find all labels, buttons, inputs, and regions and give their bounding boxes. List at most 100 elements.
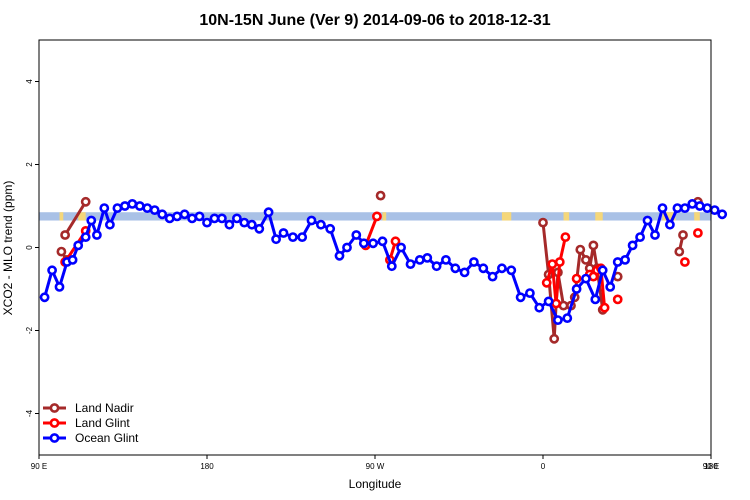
data-point bbox=[105, 219, 115, 230]
data-point bbox=[164, 213, 175, 224]
data-point bbox=[554, 257, 565, 267]
x-tick-label: 90 E bbox=[703, 462, 719, 471]
y-axis: -4 -2 0 2 4 bbox=[25, 79, 39, 417]
data-point bbox=[597, 265, 608, 276]
series-layer bbox=[39, 190, 728, 344]
data-point bbox=[54, 281, 65, 292]
data-point bbox=[709, 205, 720, 215]
x-tick-label: 180 bbox=[200, 462, 214, 471]
data-point bbox=[142, 203, 153, 213]
legend-item-land-nadir: Land Nadir bbox=[43, 401, 134, 415]
data-point bbox=[202, 217, 212, 228]
y-axis-label: XCO2 - MLO trend (ppm) bbox=[1, 181, 15, 316]
data-point bbox=[635, 232, 645, 242]
data-point bbox=[390, 236, 401, 247]
data-point bbox=[543, 296, 554, 307]
data-point bbox=[605, 281, 616, 292]
data-point bbox=[702, 203, 713, 213]
data-point bbox=[375, 190, 386, 201]
data-point bbox=[478, 263, 489, 274]
data-point bbox=[80, 196, 91, 207]
data-point bbox=[278, 228, 289, 238]
chart-title: 10N-15N June (Ver 9) 2014-09-06 to 2018-… bbox=[199, 12, 550, 29]
data-point bbox=[551, 298, 561, 309]
data-point bbox=[541, 277, 552, 288]
data-point bbox=[358, 238, 369, 249]
data-point bbox=[459, 267, 470, 278]
data-point bbox=[194, 211, 205, 222]
data-point bbox=[80, 232, 91, 242]
data-point bbox=[315, 219, 326, 230]
data-point bbox=[179, 209, 190, 220]
data-point bbox=[246, 219, 257, 230]
land-segment bbox=[694, 212, 700, 221]
data-point bbox=[47, 265, 57, 276]
data-point bbox=[216, 213, 227, 224]
data-point bbox=[414, 254, 425, 265]
data-point bbox=[351, 230, 362, 240]
data-point bbox=[717, 209, 728, 220]
data-point bbox=[92, 230, 102, 240]
x-tick-label: 0 bbox=[541, 462, 546, 471]
y-tick-label: -2 bbox=[25, 326, 34, 334]
data-point bbox=[672, 203, 683, 213]
data-point bbox=[60, 230, 70, 240]
x-tick-label: 90 E bbox=[31, 462, 47, 471]
data-point bbox=[39, 292, 50, 303]
data-point bbox=[694, 201, 705, 211]
data-point bbox=[693, 228, 703, 238]
series-ocean-glint bbox=[39, 198, 728, 325]
land-segment bbox=[595, 212, 603, 221]
data-point bbox=[590, 294, 601, 305]
data-point bbox=[297, 232, 308, 242]
data-point bbox=[67, 254, 78, 265]
legend-label: Ocean Glint bbox=[75, 431, 139, 445]
legend-swatch-marker bbox=[49, 403, 60, 413]
legend-label: Land Glint bbox=[75, 416, 130, 430]
data-point bbox=[599, 302, 610, 313]
data-point bbox=[496, 263, 507, 274]
data-point bbox=[525, 288, 535, 298]
data-point bbox=[665, 219, 675, 230]
data-point bbox=[642, 215, 653, 226]
data-point bbox=[657, 203, 668, 213]
data-point bbox=[271, 234, 281, 245]
data-point bbox=[306, 215, 317, 226]
data-point bbox=[468, 257, 479, 267]
land-segment bbox=[78, 212, 86, 221]
data-point bbox=[450, 263, 461, 274]
data-point bbox=[254, 223, 265, 234]
data-point bbox=[680, 203, 690, 213]
data-point bbox=[571, 284, 582, 294]
data-point bbox=[325, 223, 336, 234]
series-line-land-nadir bbox=[63, 201, 87, 236]
data-point bbox=[127, 198, 138, 209]
data-point bbox=[386, 261, 397, 272]
data-point bbox=[149, 205, 160, 215]
data-point bbox=[239, 217, 250, 228]
data-point bbox=[73, 240, 84, 251]
legend-swatch-marker bbox=[49, 433, 60, 443]
data-point bbox=[231, 213, 242, 224]
data-point bbox=[612, 294, 623, 305]
data-point bbox=[157, 209, 168, 220]
data-point bbox=[405, 259, 416, 269]
data-point bbox=[56, 246, 67, 257]
data-point bbox=[515, 292, 526, 303]
data-point bbox=[172, 211, 182, 222]
x-axis-label: Longitude bbox=[349, 477, 402, 491]
data-point bbox=[134, 201, 145, 211]
data-point bbox=[588, 240, 599, 251]
data-point bbox=[368, 238, 378, 249]
data-point bbox=[506, 265, 517, 276]
data-point bbox=[377, 236, 388, 247]
y-tick-label: 0 bbox=[25, 245, 34, 250]
data-point bbox=[534, 302, 545, 313]
data-point bbox=[553, 315, 563, 325]
data-point bbox=[687, 198, 698, 209]
data-point bbox=[334, 250, 345, 261]
data-point bbox=[440, 254, 451, 265]
